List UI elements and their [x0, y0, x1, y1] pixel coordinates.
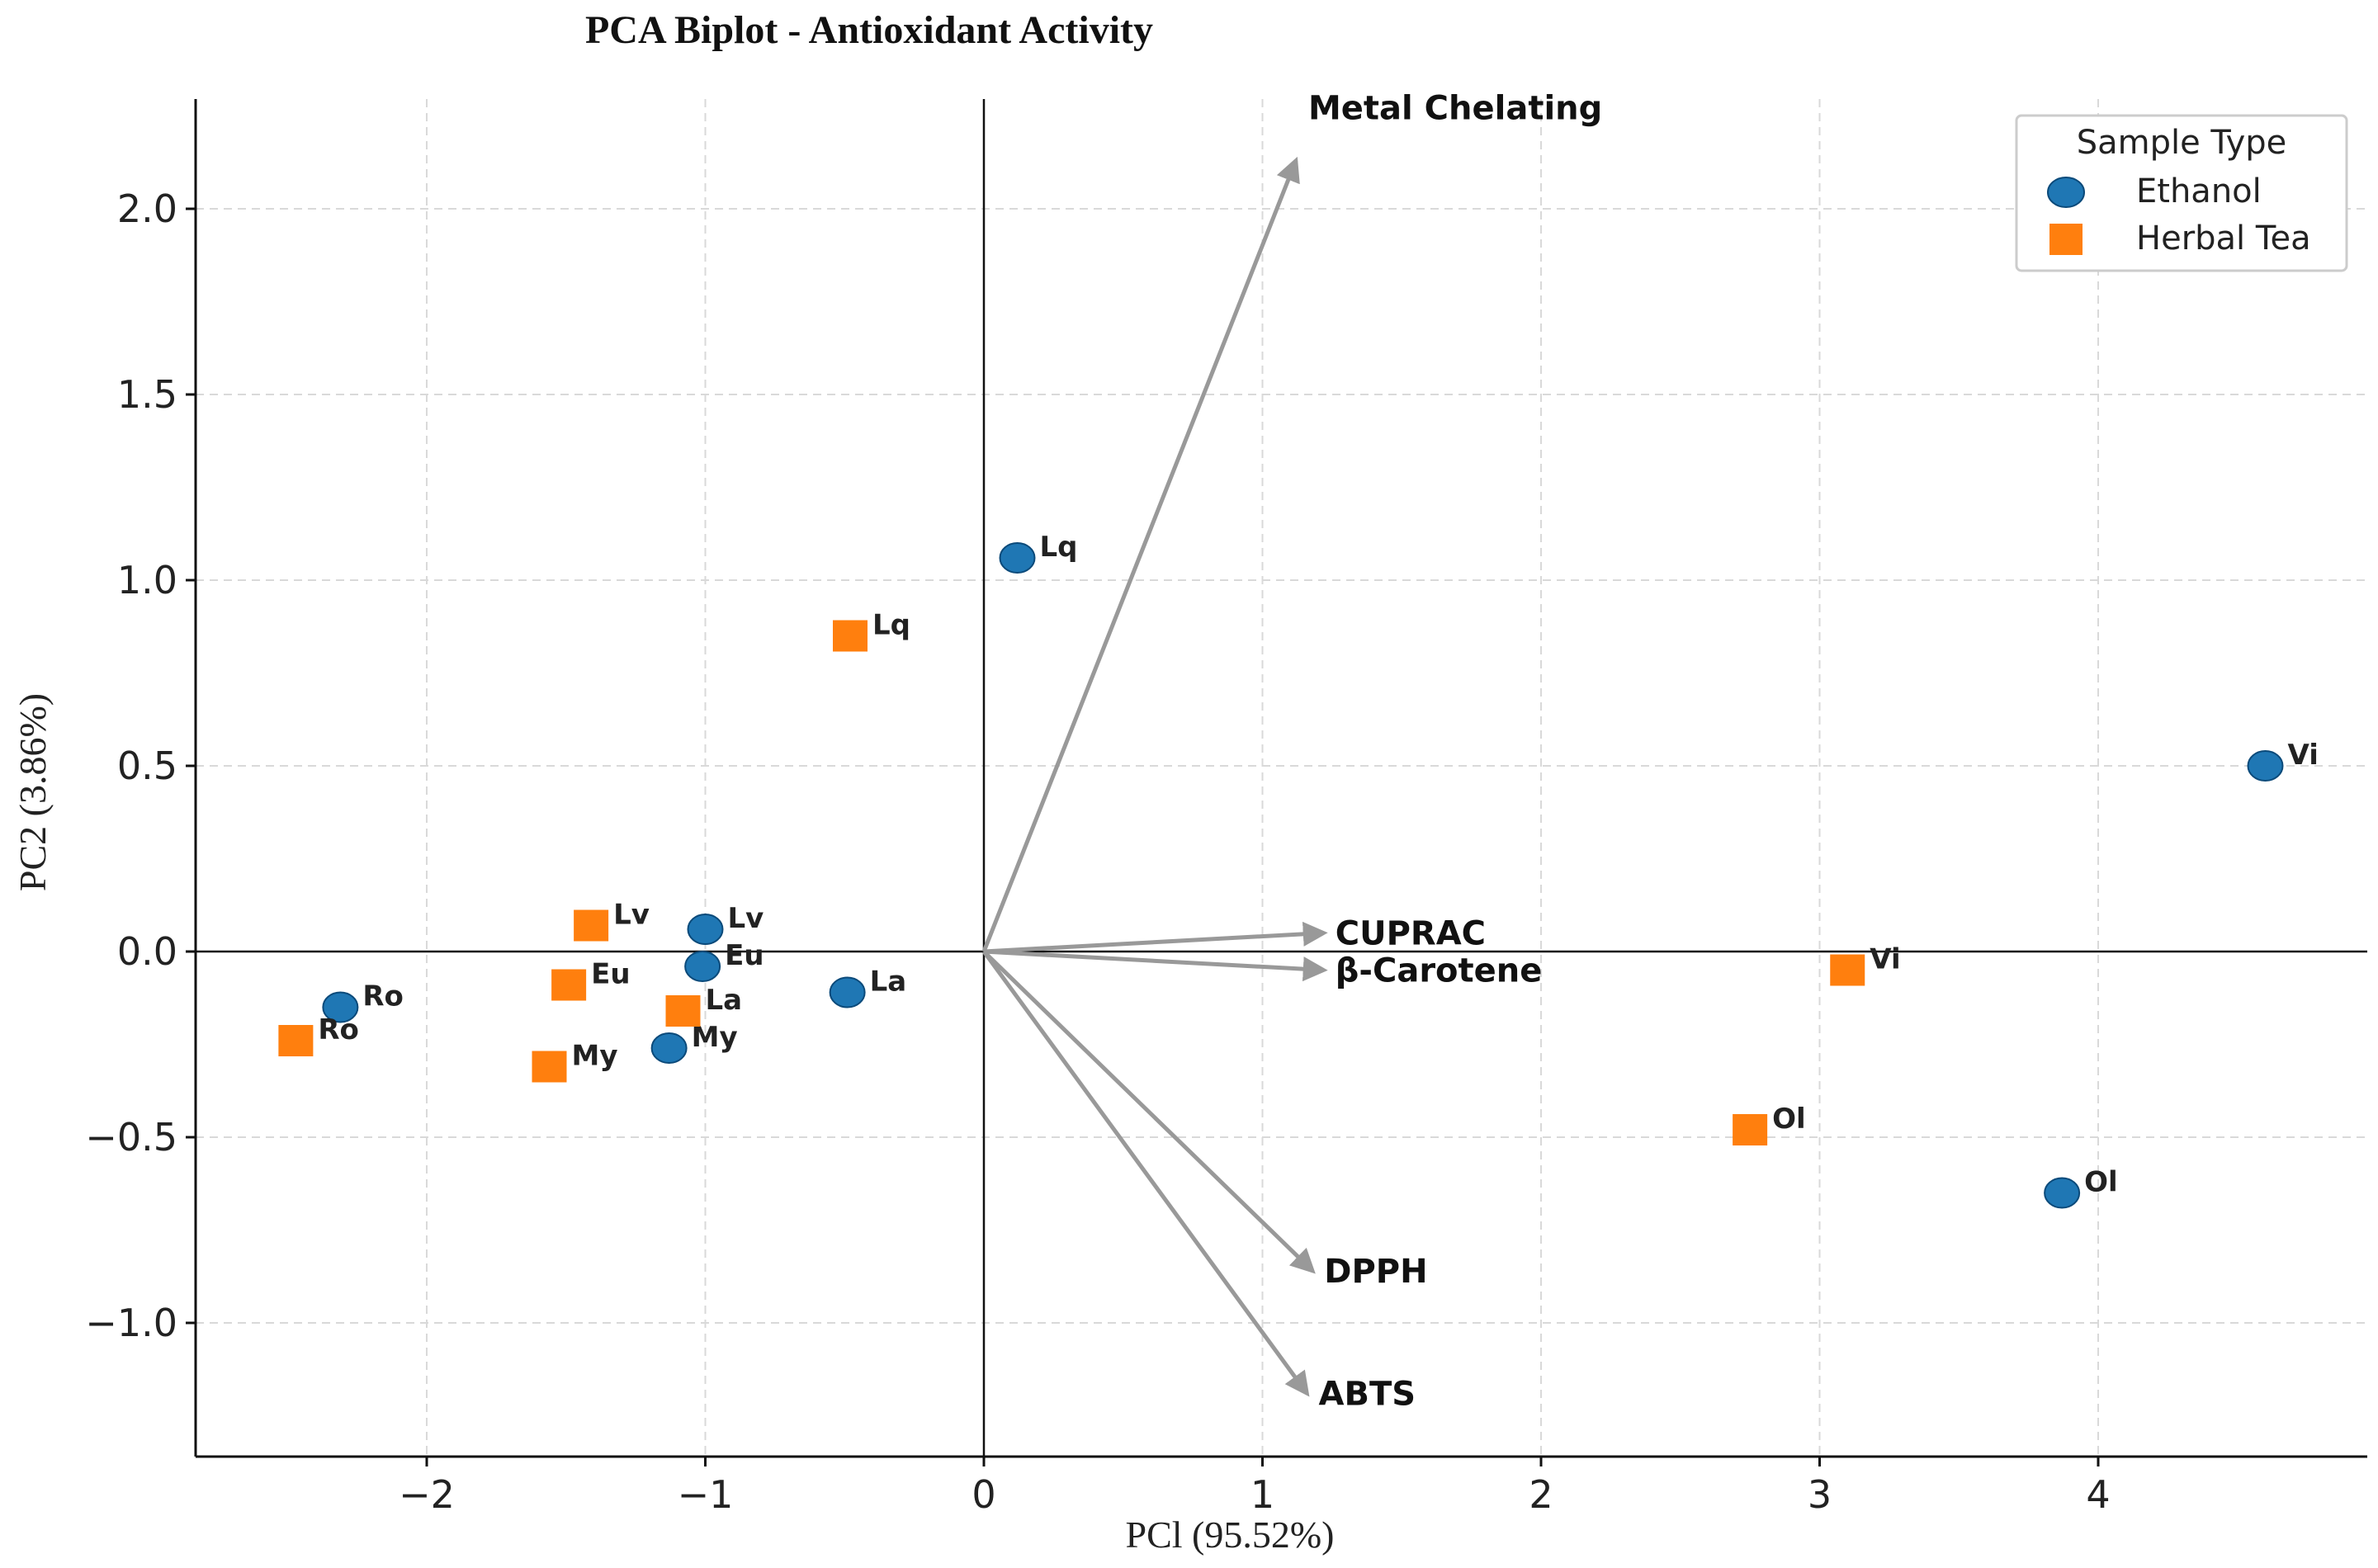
point-herbal-tea-my: [532, 1051, 567, 1083]
point-label-ethanol-eu: Eu: [725, 939, 764, 972]
point-herbal-tea-lv: [574, 909, 609, 942]
point-ethanol-lv: [687, 914, 724, 945]
point-herbal-tea-eu: [551, 969, 587, 1001]
chart-title: PCA Biplot - Antioxidant Activity: [585, 8, 1153, 52]
x-tick-label: 3: [1808, 1472, 1832, 1517]
x-tick-label: 2: [1529, 1472, 1553, 1517]
point-label-herbal-tea-eu: Eu: [591, 958, 630, 991]
loading-arrow-cuprac: [983, 921, 1328, 954]
loading-label-metal-chelating: Metal Chelating: [1308, 90, 1602, 128]
point-label-herbal-tea-lq: Lq: [872, 609, 910, 642]
y-tick-label: −0.5: [85, 1115, 177, 1159]
point-label-ethanol-ol: Ol: [2084, 1166, 2118, 1199]
legend-marker-herbal-tea: [2049, 224, 2083, 255]
point-label-ethanol-lq: Lq: [1040, 531, 1078, 564]
y-tick-label: −1.0: [85, 1301, 177, 1345]
point-label-ethanol-ro: Ro: [362, 980, 404, 1013]
x-tick-label: −2: [399, 1472, 455, 1517]
y-tick-label: 0.0: [117, 929, 177, 974]
point-label-ethanol-vi: Vi: [2288, 739, 2319, 772]
x-tick-label: 0: [972, 1472, 995, 1517]
y-tick-label: 0.5: [117, 744, 177, 788]
loading-arrow-dpph: [982, 950, 1316, 1274]
point-label-herbal-tea-my: My: [572, 1040, 618, 1073]
point-ethanol-la: [829, 976, 866, 1008]
point-label-herbal-tea-vi: Vi: [1870, 943, 1900, 976]
y-axis-label: PC2 (3.86%): [12, 693, 54, 891]
y-tick-label: 2.0: [117, 187, 177, 231]
legend-marker-ethanol: [2047, 177, 2085, 208]
loading-arrow-carotene: [983, 949, 1328, 982]
loading-arrow-abts: [981, 950, 1310, 1397]
point-ethanol-eu: [684, 951, 721, 982]
point-ethanol-lq: [999, 542, 1036, 574]
legend: Sample Type Ethanol Herbal Tea: [2015, 114, 2348, 272]
loading-label-cuprac: CUPRAC: [1336, 915, 1486, 953]
point-ethanol-ol: [2044, 1177, 2081, 1209]
loading-label-abts: ABTS: [1319, 1376, 1416, 1414]
point-label-ethanol-la: La: [870, 966, 907, 999]
loading-arrow-metal-chelating: [981, 156, 1300, 952]
x-axis-label: PCl (95.52%): [1126, 1514, 1335, 1556]
point-label-herbal-tea-lv: Lv: [613, 899, 650, 932]
point-herbal-tea-lq: [833, 620, 868, 652]
y-tick-label: 1.5: [117, 372, 177, 417]
point-label-herbal-tea-ro: Ro: [318, 1013, 359, 1046]
x-tick-label: 1: [1250, 1472, 1274, 1517]
x-tick-label: 4: [2086, 1472, 2110, 1517]
grid-layer: [196, 99, 2367, 1457]
y-tick-label: 1.0: [117, 558, 177, 602]
loading-label-carotene: β-Carotene: [1336, 952, 1543, 990]
point-label-herbal-tea-ol: Ol: [1772, 1103, 1806, 1136]
legend-label-ethanol: Ethanol: [2136, 172, 2262, 210]
point-ethanol-ro: [322, 991, 359, 1023]
zero-lines: [196, 99, 2367, 1457]
point-herbal-tea-ro: [278, 1025, 314, 1056]
point-ethanol-vi: [2247, 750, 2284, 782]
legend-box: [2015, 114, 2348, 272]
legend-label-herbal-tea: Herbal Tea: [2136, 220, 2311, 257]
point-label-ethanol-lv: Lv: [728, 902, 764, 935]
loading-label-dpph: DPPH: [1324, 1253, 1427, 1291]
x-tick-label: −1: [678, 1472, 734, 1517]
point-label-herbal-tea-la: La: [706, 984, 743, 1017]
point-herbal-tea-vi: [1830, 954, 1865, 986]
point-herbal-tea-ol: [1733, 1114, 1768, 1145]
axes-spines: [194, 99, 2367, 1458]
axis-ticks: −2 −1 0 1 2 3 4 −1.0 −0.5 0.0 0.5 1.0 1.5 2.0: [85, 187, 2110, 1517]
legend-title: Sample Type: [2077, 124, 2287, 162]
point-herbal-tea-la: [665, 995, 701, 1027]
point-ethanol-my: [650, 1032, 688, 1064]
